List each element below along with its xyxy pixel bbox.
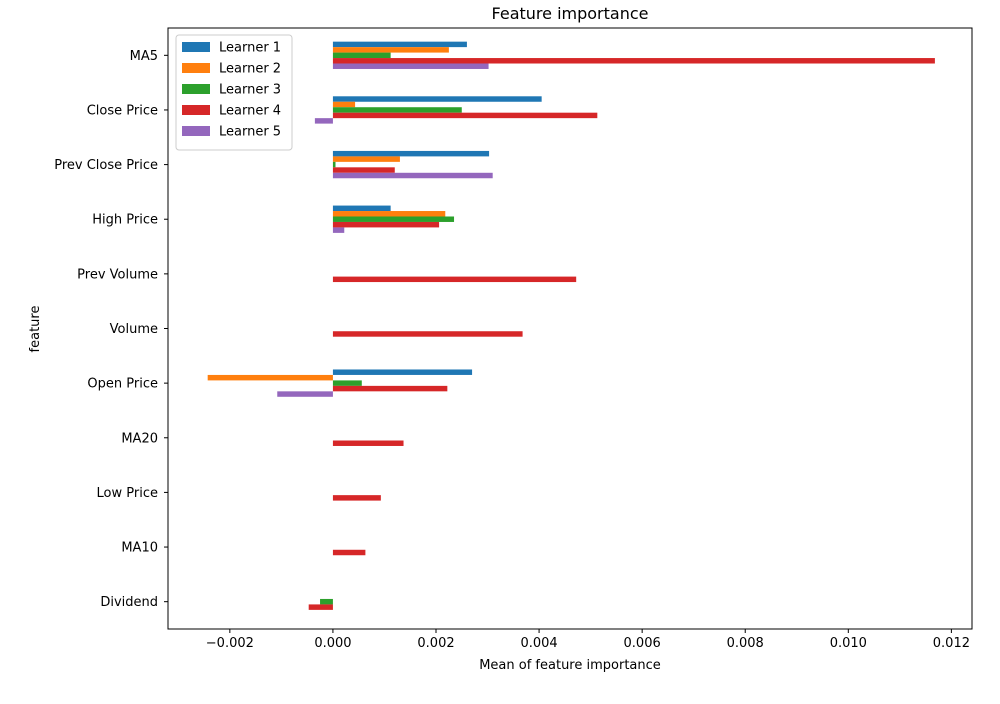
bar-learner-5-ma5 (332, 63, 489, 69)
y-tick-label: MA10 (121, 541, 158, 556)
bar-learner-4-prev-close-price (332, 167, 395, 173)
y-tick-label: Prev Volume (77, 267, 158, 282)
legend-swatch-learner-3 (182, 84, 210, 94)
bar-learner-3-prev-close-price (332, 161, 336, 168)
x-tick-label: 0.010 (830, 636, 867, 651)
bar-learner-3-close-price (332, 107, 462, 113)
bar-learner-4-volume (332, 331, 523, 337)
x-tick-label: 0.002 (417, 636, 454, 651)
legend-swatch-learner-2 (182, 63, 210, 73)
y-axis-label: feature (28, 306, 43, 353)
bar-learner-2-open-price (207, 374, 333, 381)
legend-label-learner-1: Learner 1 (219, 41, 281, 56)
bar-learner-3-high-price (332, 216, 455, 222)
bar-learner-2-prev-close-price (332, 156, 400, 162)
legend-swatch-learner-1 (182, 42, 210, 52)
bar-learner-4-low-price (332, 495, 381, 501)
bar-learner-1-open-price (332, 369, 473, 375)
y-tick-label: Low Price (97, 486, 158, 501)
bar-learner-5-prev-close-price (332, 172, 493, 179)
bar-learner-5-high-price (332, 227, 345, 233)
legend: Learner 1 Learner 2 Learner 3 Learner 4 Lear… (175, 34, 293, 151)
bar-learner-4-close-price (332, 112, 598, 119)
x-tick-label: 0.006 (624, 636, 661, 651)
bar-learner-1-high-price (332, 205, 391, 212)
bar-learner-4-open-price (332, 385, 448, 392)
bar-learner-1-ma5 (332, 41, 467, 48)
bar-learner-2-close-price (332, 101, 356, 108)
bars-layer (207, 41, 935, 610)
legend-label-learner-3: Learner 3 (219, 83, 281, 98)
bar-learner-4-dividend (308, 604, 333, 610)
x-tick-label: −0.002 (206, 636, 254, 651)
x-tick-label: 0.008 (727, 636, 764, 651)
legend-swatch-learner-4 (182, 105, 210, 115)
y-tick-label: Prev Close Price (54, 158, 158, 173)
y-tick-label: MA5 (130, 49, 158, 64)
y-tick-label: Open Price (87, 377, 158, 392)
bar-learner-4-high-price (332, 221, 440, 228)
y-tick-label: Close Price (87, 103, 158, 118)
bar-learner-4-prev-volume (332, 276, 577, 283)
x-tick-label: 0.012 (933, 636, 970, 651)
bar-learner-3-dividend (320, 598, 333, 605)
bar-learner-2-ma5 (332, 47, 449, 53)
bar-learner-1-prev-close-price (332, 150, 490, 157)
bar-learner-4-ma5 (332, 58, 935, 64)
x-tick-label: 0.004 (520, 636, 557, 651)
bar-learner-3-ma5 (332, 52, 391, 59)
bar-learner-5-close-price (314, 118, 333, 124)
x-tick-label: 0.000 (314, 636, 351, 651)
y-tick-label: MA20 (121, 431, 158, 446)
bar-learner-4-ma10 (332, 549, 366, 556)
bar-learner-5-open-price (277, 391, 333, 397)
bar-learner-2-high-price (332, 211, 446, 217)
axes-layer: −0.002 0.000 0.002 0.004 0.006 0.008 0.010 0.01… (54, 27, 973, 651)
legend-label-learner-5: Learner 5 (219, 125, 281, 140)
chart-title: Feature importance (492, 4, 649, 23)
bar-learner-4-ma20 (332, 440, 404, 446)
bar-learner-3-open-price (332, 380, 362, 386)
legend-label-learner-2: Learner 2 (219, 62, 281, 77)
x-axis-label: Mean of feature importance (479, 658, 661, 673)
bar-learner-1-close-price (332, 96, 542, 102)
legend-label-learner-4: Learner 4 (219, 104, 281, 119)
y-tick-label: High Price (92, 213, 158, 228)
y-tick-label: Dividend (100, 595, 158, 610)
legend-swatch-learner-5 (182, 126, 210, 136)
y-tick-label: Volume (110, 322, 158, 337)
